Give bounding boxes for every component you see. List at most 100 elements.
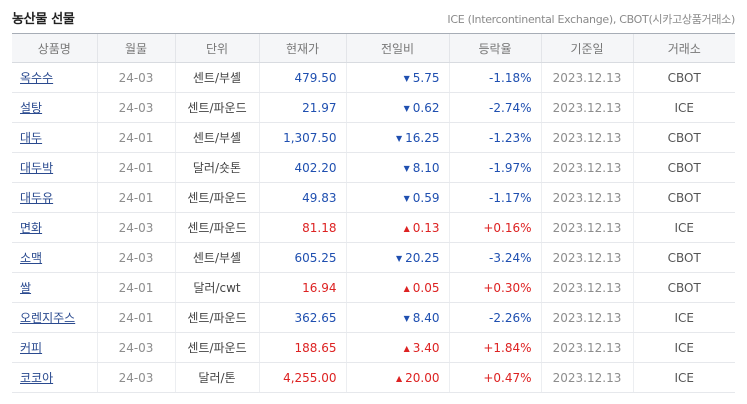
- contract-month: 24-01: [96, 182, 175, 213]
- down-triangle-icon: ▼: [403, 103, 410, 113]
- header-exchange: 거래소: [632, 33, 735, 63]
- change-value: 0.59: [412, 190, 440, 205]
- base-date: 2023.12.13: [540, 122, 633, 153]
- current-price: 4,255.00: [258, 362, 346, 393]
- exchange: ICE: [632, 332, 735, 363]
- base-date: 2023.12.13: [540, 302, 633, 333]
- change-cell: ▲ 0.05: [345, 272, 449, 303]
- product-name-link[interactable]: 오렌지주스: [20, 311, 76, 325]
- base-date: 2023.12.13: [540, 242, 633, 273]
- down-triangle-icon: ▼: [403, 163, 410, 173]
- change-cell: ▼ 5.75: [345, 62, 449, 93]
- change-cell: ▼ 16.25: [345, 122, 449, 153]
- contract-month: 24-03: [96, 332, 175, 363]
- unit: 센트/부셸: [174, 122, 259, 153]
- change-value: 8.40: [412, 310, 440, 325]
- unit: 센트/파운드: [174, 302, 259, 333]
- exchange: CBOT: [632, 152, 735, 183]
- change-value: 0.13: [412, 220, 440, 235]
- product-name-link[interactable]: 대두유: [20, 191, 54, 205]
- futures-table: 상품명 월물 단위 현재가 전일비 등락율 기준일 거래소 옥수수 24-03 센트…: [12, 33, 735, 393]
- contract-month: 24-01: [96, 302, 175, 333]
- contract-month: 24-03: [96, 242, 175, 273]
- contract-month: 24-01: [96, 272, 175, 303]
- unit: 센트/부셸: [174, 62, 259, 93]
- exchange: ICE: [632, 92, 735, 123]
- unit: 센트/파운드: [174, 212, 259, 243]
- product-name-cell: 커피: [12, 332, 97, 363]
- exchange: CBOT: [632, 242, 735, 273]
- change-cell: ▲ 20.00: [345, 362, 449, 393]
- base-date: 2023.12.13: [540, 212, 633, 243]
- table-row: 커피 24-03 센트/파운드 188.65 ▲ 3.40 +1.84% 2023.12.13…: [12, 332, 735, 363]
- current-price: 49.83: [258, 182, 346, 213]
- up-triangle-icon: ▲: [403, 343, 410, 353]
- change-rate: +0.30%: [448, 272, 541, 303]
- change-cell: ▼ 0.62: [345, 92, 449, 123]
- product-name-cell: 면화: [12, 212, 97, 243]
- unit: 센트/파운드: [174, 92, 259, 123]
- change-value: 0.62: [412, 100, 440, 115]
- product-name-cell: 대두: [12, 122, 97, 153]
- product-name-link[interactable]: 코코아: [20, 371, 54, 385]
- unit: 달러/톤: [174, 362, 259, 393]
- base-date: 2023.12.13: [540, 62, 633, 93]
- exchange-note: ICE (Intercontinental Exchange), CBOT(시카…: [447, 13, 735, 26]
- product-name-link[interactable]: 옥수수: [20, 71, 54, 85]
- down-triangle-icon: ▼: [395, 133, 403, 143]
- table-row: 대두유 24-01 센트/파운드 49.83 ▼ 0.59 -1.17% 2023.12.13…: [12, 182, 735, 213]
- header-price: 현재가: [258, 33, 346, 63]
- product-name-link[interactable]: 쌀: [20, 281, 32, 295]
- header-rate: 등락율: [448, 33, 541, 63]
- unit: 센트/파운드: [174, 182, 259, 213]
- down-triangle-icon: ▼: [403, 313, 410, 323]
- change-value: 5.75: [412, 70, 440, 85]
- exchange: ICE: [632, 362, 735, 393]
- change-value: 16.25: [405, 130, 440, 145]
- table-row: 코코아 24-03 달러/톤 4,255.00 ▲ 20.00 +0.47% 2023.12.…: [12, 362, 735, 393]
- change-rate: -1.23%: [448, 122, 541, 153]
- change-cell: ▼ 8.40: [345, 302, 449, 333]
- change-rate: -2.26%: [448, 302, 541, 333]
- current-price: 188.65: [258, 332, 346, 363]
- product-name-cell: 코코아: [12, 362, 97, 393]
- product-name-link[interactable]: 설탕: [20, 101, 43, 115]
- product-name-link[interactable]: 커피: [20, 341, 43, 355]
- product-name-link[interactable]: 대두박: [20, 161, 54, 175]
- contract-month: 24-03: [96, 62, 175, 93]
- up-triangle-icon: ▲: [395, 373, 403, 383]
- product-name-link[interactable]: 면화: [20, 221, 43, 235]
- contract-month: 24-03: [96, 362, 175, 393]
- header-month: 월물: [96, 33, 175, 63]
- change-rate: -1.17%: [448, 182, 541, 213]
- current-price: 402.20: [258, 152, 346, 183]
- product-name-link[interactable]: 대두: [20, 131, 43, 145]
- unit: 센트/부셸: [174, 242, 259, 273]
- change-value: 0.05: [412, 280, 440, 295]
- product-name-cell: 대두박: [12, 152, 97, 183]
- table-row: 소맥 24-03 센트/부셸 605.25 ▼ 20.25 -3.24% 2023.12.13…: [12, 242, 735, 273]
- table-row: 면화 24-03 센트/파운드 81.18 ▲ 0.13 +0.16% 2023.12.13 I…: [12, 212, 735, 243]
- exchange: CBOT: [632, 182, 735, 213]
- product-name-cell: 옥수수: [12, 62, 97, 93]
- base-date: 2023.12.13: [540, 362, 633, 393]
- base-date: 2023.12.13: [540, 92, 633, 123]
- table-row: 설탕 24-03 센트/파운드 21.97 ▼ 0.62 -2.74% 2023.12.13 I…: [12, 92, 735, 123]
- product-name-cell: 대두유: [12, 182, 97, 213]
- change-rate: +0.47%: [448, 362, 541, 393]
- header-product: 상품명: [12, 33, 97, 63]
- change-rate: +0.16%: [448, 212, 541, 243]
- base-date: 2023.12.13: [540, 152, 633, 183]
- contract-month: 24-03: [96, 92, 175, 123]
- current-price: 16.94: [258, 272, 346, 303]
- change-cell: ▼ 0.59: [345, 182, 449, 213]
- change-rate: -2.74%: [448, 92, 541, 123]
- down-triangle-icon: ▼: [403, 73, 410, 83]
- change-rate: -1.18%: [448, 62, 541, 93]
- product-name-link[interactable]: 소맥: [20, 251, 43, 265]
- down-triangle-icon: ▼: [395, 253, 403, 263]
- unit: 센트/파운드: [174, 332, 259, 363]
- base-date: 2023.12.13: [540, 332, 633, 363]
- table-row: 대두박 24-01 달러/숏톤 402.20 ▼ 8.10 -1.97% 2023.12.13…: [12, 152, 735, 183]
